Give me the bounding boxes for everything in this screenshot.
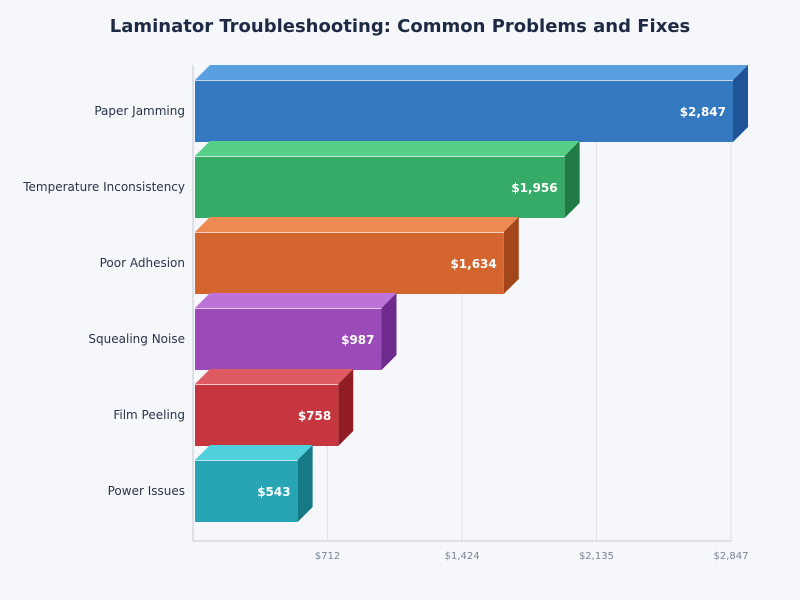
- bar-side: [733, 65, 748, 142]
- data-label: $2,847: [680, 105, 726, 119]
- category-label: Temperature Inconsistency: [22, 180, 185, 194]
- x-tick-label: $712: [315, 551, 340, 562]
- bar-top: [195, 369, 354, 384]
- bar-side: [564, 141, 580, 218]
- bar: [195, 156, 565, 218]
- bar-side: [503, 217, 519, 294]
- x-tick-label: $2,847: [714, 551, 749, 562]
- bar-top: [195, 65, 748, 80]
- bar-top: [195, 217, 519, 232]
- bar-side: [381, 293, 397, 370]
- bar: [195, 460, 298, 522]
- bar: [195, 308, 382, 370]
- data-label: $987: [341, 333, 374, 347]
- data-label: $543: [257, 485, 290, 499]
- bar: [195, 384, 339, 446]
- data-label: $758: [298, 409, 331, 423]
- bar-top: [195, 141, 580, 156]
- data-label: $1,634: [450, 257, 496, 271]
- bar-side: [338, 369, 354, 446]
- category-label: Paper Jamming: [94, 104, 185, 118]
- bar-top: [195, 445, 313, 460]
- bar-side: [297, 445, 313, 522]
- data-label: $1,956: [511, 181, 557, 195]
- bar-top: [195, 293, 397, 308]
- chart-title: Laminator Troubleshooting: Common Proble…: [109, 16, 691, 37]
- category-label: Film Peeling: [113, 408, 185, 422]
- category-label: Squealing Noise: [88, 332, 185, 346]
- bar: [195, 232, 504, 294]
- bar: [195, 80, 733, 142]
- x-tick-label: $2,135: [579, 551, 614, 562]
- category-label: Poor Adhesion: [100, 256, 185, 270]
- category-label: Power Issues: [108, 484, 185, 498]
- x-tick-label: $1,424: [445, 551, 480, 562]
